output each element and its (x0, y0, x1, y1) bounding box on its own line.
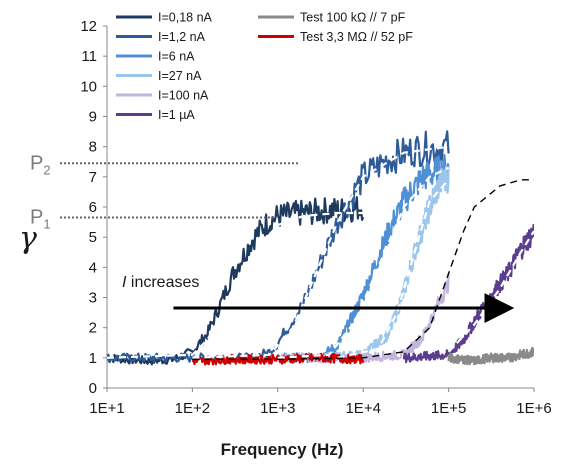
fit-curve (192, 179, 534, 360)
x-tick-label: 1E+5 (431, 400, 466, 417)
y-tick-label: 2 (89, 320, 97, 337)
x-ticks: 1E+1 1E+2 1E+3 1E+4 1E+5 1E+6 (89, 388, 552, 417)
legend-label: Test 100 kΩ // 7 pF (300, 11, 406, 25)
y-tick-label: 11 (81, 48, 97, 65)
series-line (107, 130, 450, 364)
y-tick-label: 3 (89, 290, 97, 307)
i-increases-label: I increases (122, 274, 199, 291)
y-tick-label: 1 (89, 350, 97, 367)
legend-label: I=100 nA (158, 89, 209, 103)
fit-curves (107, 145, 534, 360)
y-tick-label: 4 (89, 259, 97, 276)
series-line (107, 196, 365, 366)
y-tick-label: 6 (89, 199, 97, 216)
y-tick-label: 10 (80, 78, 97, 95)
legend-label: I=1,2 nA (158, 30, 206, 44)
x-axis-title: Frequency (Hz) (221, 440, 344, 459)
legend-label: I=27 nA (158, 69, 202, 83)
legend-label: Test 3,3 MΩ // 52 pF (300, 30, 413, 44)
legend-label: I=0,18 nA (158, 11, 213, 25)
increase-annotation: I increases (122, 274, 515, 324)
y-axis-title: γ (19, 221, 37, 256)
x-tick-label: 1E+3 (260, 400, 295, 417)
series-line (276, 273, 450, 364)
y-tick-label: 9 (89, 109, 97, 126)
fit-curve (447, 230, 534, 353)
y-tick-label: 12 (80, 18, 97, 35)
p-markers: P2 P1 (30, 152, 300, 232)
y-tick-label: 5 (89, 229, 97, 246)
fit-curve (107, 211, 364, 359)
series-line (447, 346, 534, 366)
p2-label: P2 (30, 152, 51, 177)
x-tick-label: 1E+1 (89, 400, 124, 417)
x-tick-label: 1E+4 (345, 400, 380, 417)
fit-curve (192, 145, 449, 359)
y-tick-label: 0 (89, 380, 97, 397)
fit-curve (277, 166, 450, 359)
x-tick-label: 1E+2 (175, 400, 210, 417)
y-tick-label: 7 (89, 169, 97, 186)
legend-label: I=6 nA (158, 50, 195, 64)
series-line (317, 165, 450, 363)
series-line (402, 223, 534, 364)
fit-curve (337, 179, 450, 359)
p1-label: P1 (30, 207, 51, 232)
y-tick-label: 8 (89, 139, 97, 156)
legend: I=0,18 nA I=1,2 nA I=6 nA I=27 nA I=100 nA I=… (116, 11, 413, 122)
series-line (191, 352, 365, 366)
legend-label: I=1 µA (158, 108, 195, 122)
x-tick-label: 1E+6 (516, 400, 551, 417)
